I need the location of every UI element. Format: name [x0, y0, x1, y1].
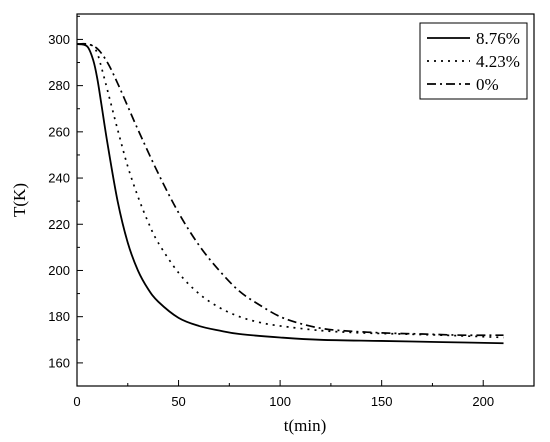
axis-ticks	[76, 15, 484, 386]
y-tick-label: 160	[48, 355, 70, 370]
y-tick-label: 220	[48, 217, 70, 232]
y-tick-label: 180	[48, 309, 70, 324]
y-axis-title: T(K)	[10, 183, 29, 217]
series-line-0	[76, 43, 504, 345]
y-tick-label: 280	[48, 78, 70, 93]
y-tick-label: 240	[48, 171, 70, 186]
y-tick-label: 260	[48, 124, 70, 139]
legend: 8.76% 4.23% 0%	[419, 22, 528, 100]
x-tick-label: 200	[472, 394, 494, 409]
y-tick-label: 200	[48, 263, 70, 278]
series-line-2	[76, 42, 504, 337]
legend-box	[419, 22, 528, 100]
x-tick-label: 50	[171, 394, 185, 409]
x-axis-title: t(min)	[284, 416, 327, 435]
legend-label-0: 8.76%	[476, 29, 520, 48]
x-tick-label: 100	[269, 394, 291, 409]
legend-label-2: 0%	[476, 75, 499, 94]
series-lines	[76, 42, 504, 345]
x-tick-label: 0	[73, 394, 80, 409]
tick-labels: 0 50 100 150 200 160 180 200 220 240 260 280 300	[48, 32, 494, 409]
x-tick-label: 150	[371, 394, 393, 409]
legend-label-1: 4.23%	[476, 52, 520, 71]
plot-frame	[76, 13, 535, 387]
y-tick-label: 300	[48, 32, 70, 47]
